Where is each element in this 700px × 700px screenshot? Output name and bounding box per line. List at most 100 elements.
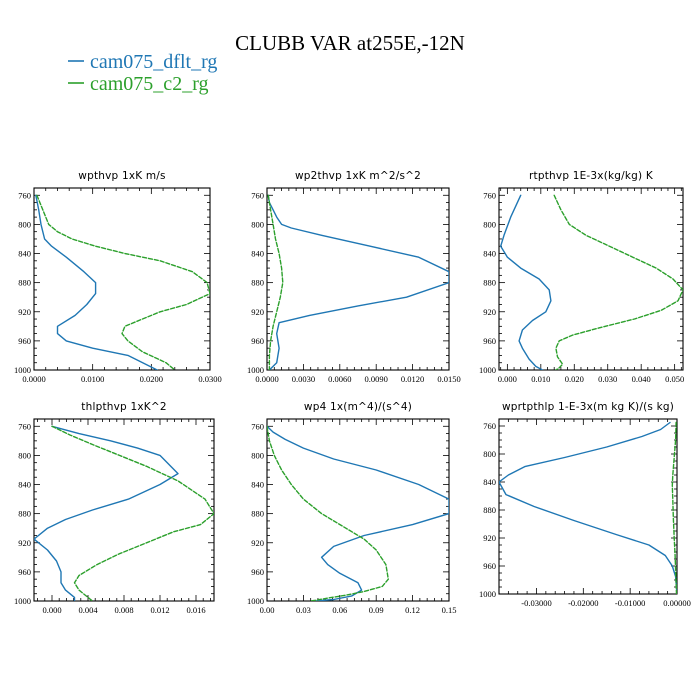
series-line-dflt [34, 425, 179, 601]
panel-6: wprtpthlp 1-E-3x(m kg K)/(s kg) 760 800 840… [479, 401, 691, 608]
y-tick-label: 800 [483, 219, 496, 229]
y-tick-label: 840 [18, 480, 31, 490]
panel-1: wpthvp 1xK m/s 760 800 840 880 920 960 10000.00… [14, 170, 222, 384]
x-tick-label: -0.02000 [568, 598, 598, 608]
x-tick-label: 0.004 [78, 605, 98, 615]
y-tick-label: 880 [483, 505, 496, 515]
series-line-c2 [553, 194, 683, 370]
y-tick-label: 840 [483, 477, 496, 487]
legend-label-c2: cam075_c2_rg [90, 73, 209, 95]
x-tick-label: 0.000 [42, 605, 61, 615]
plot-frame [266, 187, 450, 371]
y-tick-label: 760 [18, 421, 31, 431]
x-tick-label: 0.050 [665, 374, 684, 384]
series-line-c2 [36, 194, 210, 370]
x-tick-label: 0.0060 [328, 374, 351, 384]
x-tick-label: 0.00000 [663, 598, 691, 608]
x-tick-label: 0.0120 [401, 374, 424, 384]
legend: cam075_dflt_rg cam075_c2_rg [68, 51, 217, 95]
plot-frame [33, 187, 211, 371]
y-tick-label: 1000 [14, 596, 31, 606]
x-tick-label: 0.0200 [140, 374, 163, 384]
plot-frame [498, 187, 684, 371]
x-tick-label: 0.020 [565, 374, 584, 384]
series-line-dflt [500, 194, 552, 370]
plot-frame [266, 418, 450, 602]
y-tick-label: 760 [483, 421, 496, 431]
x-tick-label: -0.03000 [521, 598, 551, 608]
x-tick-label: 0.09 [369, 605, 384, 615]
y-tick-label: 840 [18, 249, 31, 259]
series-line-c2 [267, 425, 389, 601]
panel-title: rtpthvp 1E-3x(kg/kg) K [529, 170, 654, 182]
series-line-dflt [35, 194, 158, 370]
plot-frame [498, 418, 678, 595]
panels-grid: wpthvp 1xK m/s76080084088092096010000.00… [14, 170, 691, 615]
x-tick-label: 0.0090 [365, 374, 388, 384]
y-tick-label: 760 [251, 421, 264, 431]
y-tick-label: 960 [18, 336, 31, 346]
x-tick-label: 0.0300 [198, 374, 221, 384]
panel-title: thlpthvp 1xK^2 [81, 401, 166, 413]
y-tick-label: 880 [483, 278, 496, 288]
x-tick-label: 0.03 [296, 605, 311, 615]
y-tick-label: 880 [18, 509, 31, 519]
legend-label-dflt: cam075_dflt_rg [90, 51, 217, 73]
y-tick-label: 960 [251, 567, 264, 577]
y-tick-label: 920 [483, 533, 496, 543]
x-tick-label: 0.0030 [292, 374, 315, 384]
series-line-dflt [267, 425, 449, 601]
y-tick-label: 960 [483, 561, 496, 571]
y-tick-label: 880 [251, 278, 264, 288]
x-tick-label: 0.016 [186, 605, 205, 615]
series-line-dflt [499, 421, 677, 594]
panel-3: rtpthvp 1E-3x(kg/kg) K 760 800 840 880 920 960… [479, 170, 684, 384]
x-tick-label: 0.15 [442, 605, 457, 615]
y-tick-label: 1000 [479, 365, 496, 375]
y-tick-label: 840 [251, 249, 264, 259]
legend-entry-dflt: cam075_dflt_rg [68, 51, 217, 73]
panel-5: wp4 1x(m^4)/(s^4)76080084088092096010000… [247, 401, 456, 615]
y-tick-label: 800 [18, 219, 31, 229]
y-tick-label: 1000 [479, 589, 496, 599]
y-tick-label: 880 [251, 509, 264, 519]
x-tick-label: 0.0000 [255, 374, 278, 384]
panel-2: wp2thvp 1xK m^2/s^2 760 800 840 880 920 960 100… [247, 170, 461, 384]
y-tick-label: 960 [18, 567, 31, 577]
x-tick-label: 0.000 [498, 374, 517, 384]
x-tick-label: 0.008 [114, 605, 133, 615]
y-tick-label: 800 [251, 219, 264, 229]
y-tick-label: 840 [483, 249, 496, 259]
x-tick-label: 0.010 [531, 374, 550, 384]
panel-title: wp4 1x(m^4)/(s^4) [304, 401, 412, 413]
y-tick-label: 920 [251, 307, 264, 317]
x-tick-label: 0.12 [405, 605, 420, 615]
x-tick-label: 0.040 [632, 374, 651, 384]
y-tick-label: 800 [18, 450, 31, 460]
y-tick-label: 840 [251, 480, 264, 490]
y-tick-label: 920 [18, 307, 31, 317]
x-tick-label: -0.01000 [615, 598, 645, 608]
y-tick-label: 760 [483, 190, 496, 200]
y-tick-label: 920 [18, 538, 31, 548]
x-tick-label: 0.0000 [22, 374, 45, 384]
x-tick-label: 0.0100 [81, 374, 104, 384]
legend-entry-c2: cam075_c2_rg [68, 73, 209, 95]
panel-title: wp2thvp 1xK m^2/s^2 [295, 170, 421, 182]
x-tick-label: 0.00 [260, 605, 275, 615]
y-tick-label: 800 [483, 449, 496, 459]
y-tick-label: 920 [251, 538, 264, 548]
y-tick-label: 1000 [247, 365, 264, 375]
y-tick-label: 880 [18, 278, 31, 288]
y-tick-label: 960 [483, 336, 496, 346]
series-line-dflt [267, 194, 449, 370]
y-tick-label: 1000 [14, 365, 31, 375]
y-tick-label: 1000 [247, 596, 264, 606]
y-tick-label: 760 [251, 190, 264, 200]
x-tick-label: 0.012 [150, 605, 169, 615]
y-tick-label: 920 [483, 307, 496, 317]
series-line-c2 [671, 421, 677, 594]
panel-4: thlpthvp 1xK^2 760 800 840 880 920 960 1000 0.00… [14, 401, 215, 615]
series-line-c2 [267, 194, 284, 370]
